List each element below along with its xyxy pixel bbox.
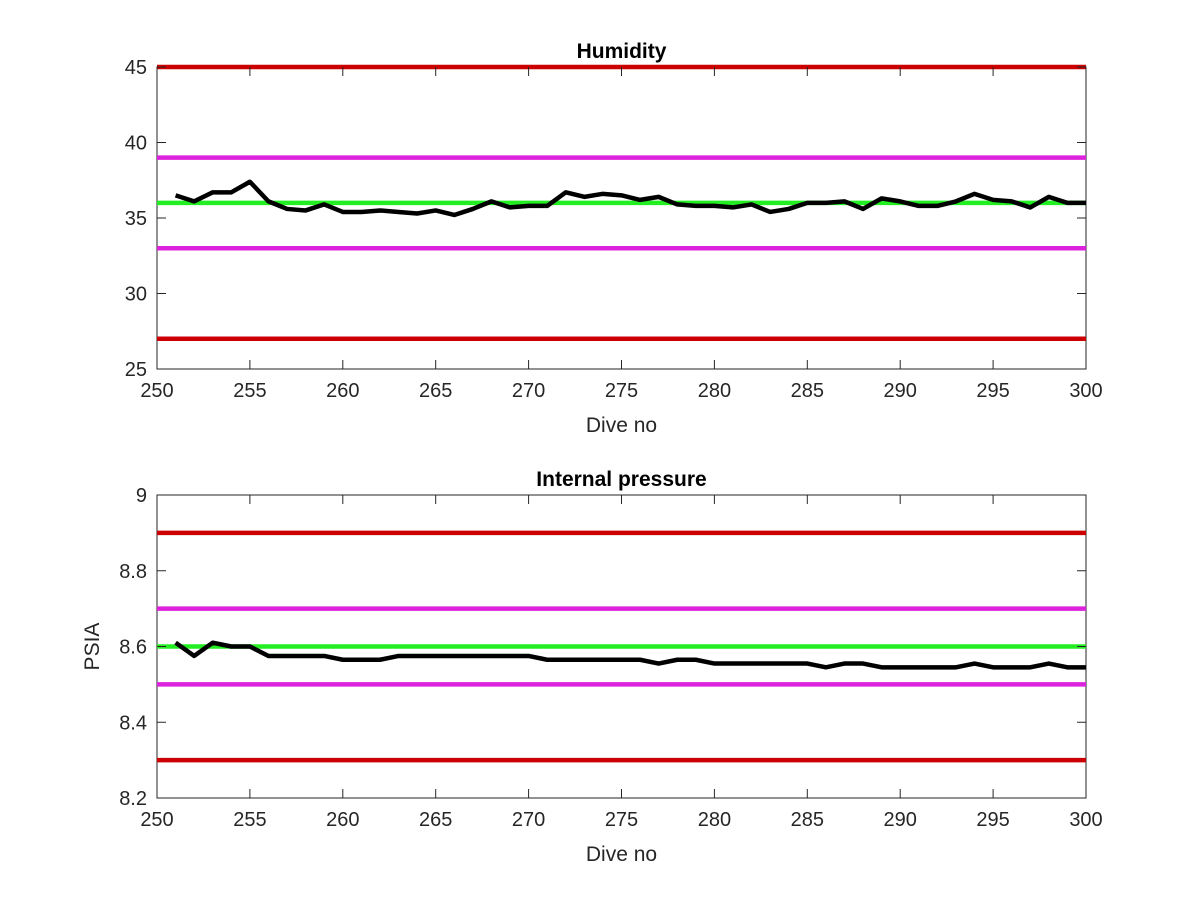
y-tick-label: 8.2 [119,788,147,810]
y-tick-label: 35 [125,208,147,230]
x-tick-label: 295 [976,809,1009,831]
x-tick-label: 290 [884,809,917,831]
x-tick-label: 285 [791,380,824,402]
x-tick-label: 290 [884,380,917,402]
x-tick-label: 250 [140,809,173,831]
x-tick-label: 260 [326,809,359,831]
x-tick-label: 270 [512,380,545,402]
y-axis-label: PSIA [81,623,104,671]
y-tick-label: 9 [136,485,147,507]
y-tick-label: 8.8 [119,561,147,583]
y-tick-label: 25 [125,359,147,381]
y-tick-label: 30 [125,284,147,306]
x-tick-label: 275 [605,380,638,402]
chart-1: 250 255 260 265 270 275 280 285 290 295 300 8.2 8.4 8… [81,468,1103,866]
x-tick-label: 255 [233,809,266,831]
series-line [174,640,1086,670]
x-axis-label: Dive no [586,414,657,437]
y-tick-label: 8.6 [119,637,147,659]
x-tick-label: 260 [326,380,359,402]
chart-0: 250 255 260 265 270 275 280 285 290 295 300 25 30 35 4… [125,40,1103,437]
x-tick-label: 280 [698,809,731,831]
x-axis-label: Dive no [586,843,657,866]
y-tick-label: 40 [125,133,147,155]
x-tick-label: 270 [512,809,545,831]
x-tick-label: 265 [419,809,452,831]
x-tick-label: 300 [1069,809,1102,831]
x-tick-label: 250 [140,380,173,402]
series-line [174,179,1086,218]
plot-area [156,66,1087,370]
x-tick-label: 265 [419,380,452,402]
chart-title: Humidity [577,40,667,63]
x-tick-label: 295 [976,380,1009,402]
x-tick-label: 255 [233,380,266,402]
y-tick-label: 45 [125,57,147,79]
chart-title: Internal pressure [536,468,706,491]
x-tick-label: 285 [791,809,824,831]
y-tick-label: 8.4 [119,712,147,734]
x-tick-label: 275 [605,809,638,831]
x-tick-label: 300 [1069,380,1102,402]
x-tick-label: 280 [698,380,731,402]
